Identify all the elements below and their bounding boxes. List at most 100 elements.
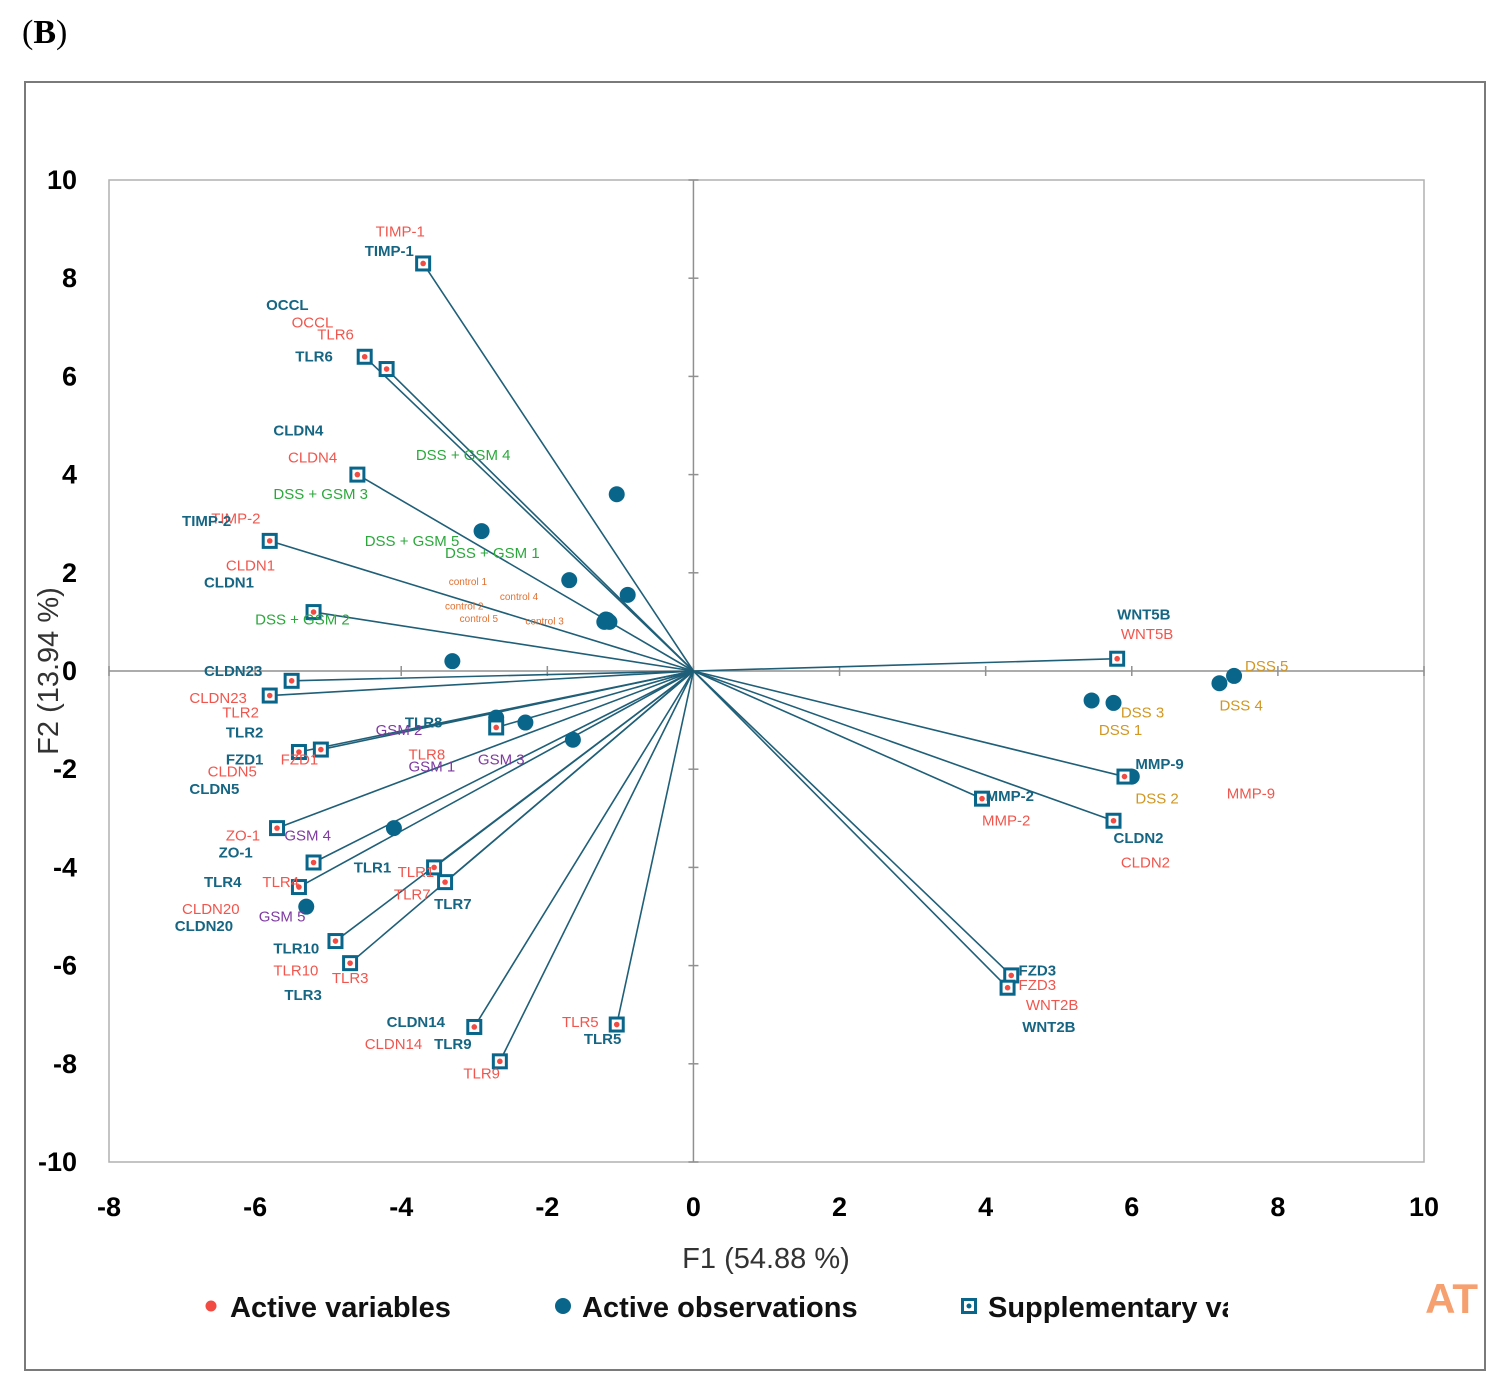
- x-tick-label: 4: [978, 1192, 993, 1222]
- x-tick-label: -2: [535, 1192, 559, 1222]
- point-label-fzd3: FZD3: [1019, 962, 1057, 979]
- point-label-tlr8: TLR8: [405, 714, 443, 731]
- point-label-control-1: control 1: [449, 577, 488, 588]
- point-label-control-2: control 2: [445, 602, 484, 613]
- point-label-cldn5: CLDN5: [208, 764, 257, 781]
- point-label-cldn20: CLDN20: [182, 901, 240, 918]
- observation-gsm-1: [517, 714, 534, 731]
- point-label-timp-2: TIMP-2: [211, 511, 260, 528]
- observation-dss-gsm-1: [619, 586, 636, 603]
- active-marker-tlr7: [442, 879, 448, 885]
- variables-layer: [261, 255, 1133, 1070]
- vector-cldn14: [473, 670, 695, 1028]
- point-label-cldn23: CLDN23: [189, 690, 247, 707]
- point-label-cldn23: CLDN23: [204, 663, 262, 680]
- point-label-control-3: control 3: [525, 616, 564, 627]
- point-label-dss-2: DSS 2: [1135, 791, 1178, 808]
- point-label-tlr10: TLR10: [273, 962, 318, 979]
- observation-dss-5: [1226, 667, 1243, 684]
- vector-zo-1: [276, 670, 694, 829]
- point-label-occl: OCCL: [266, 297, 309, 314]
- point-label-dss-1: DSS 1: [1099, 722, 1142, 739]
- point-label-timp-2: TIMP-2: [182, 513, 231, 530]
- active-marker-wnt2b: [1004, 984, 1011, 991]
- y-tick-label: 8: [62, 263, 77, 293]
- point-label-dss-5: DSS 5: [1245, 658, 1288, 675]
- observation-dss-1: [1105, 694, 1122, 711]
- point-label-tlr5: TLR5: [562, 1014, 599, 1031]
- vector-cldn4: [356, 473, 694, 672]
- point-label-occl: OCCL: [292, 314, 334, 331]
- vector-tlr2: [269, 670, 694, 697]
- outer-frame: [24, 81, 1486, 1371]
- vector-wnt5b: [693, 657, 1118, 672]
- point-label-cldn5: CLDN5: [189, 781, 239, 798]
- vector-cldn20: [313, 670, 694, 864]
- active-marker-tlr2: [266, 692, 273, 699]
- observation-dss-gsm-5: [561, 572, 578, 589]
- point-label-tlr1: TLR1: [354, 859, 392, 876]
- y-tick-label: 0: [62, 656, 77, 686]
- x-tick-label: 10: [1409, 1192, 1439, 1222]
- vector-tlr3: [349, 670, 694, 964]
- vector-timp-2: [269, 540, 694, 672]
- active-marker-cldn1: [310, 609, 317, 615]
- y-tick-label: -8: [53, 1049, 77, 1079]
- active-marker-cldn5: [296, 749, 302, 755]
- x-tick-label: -8: [97, 1192, 121, 1222]
- observations-layer: [298, 486, 1243, 915]
- panel-letter: B: [33, 14, 57, 51]
- point-label-gsm-5: GSM 5: [259, 908, 306, 925]
- point-label-wnt2b: WNT2B: [1022, 1019, 1075, 1036]
- point-label-tlr7: TLR7: [394, 886, 431, 903]
- legend-marker-active-observations: [555, 1298, 571, 1314]
- point-label-mmp-2: MMP-2: [986, 788, 1034, 805]
- point-label-cldn1: CLDN1: [226, 557, 275, 574]
- vector-cldn2: [693, 670, 1114, 822]
- legend-marker-active-variables: [205, 1300, 217, 1312]
- vector-wnt2b: [692, 670, 1009, 989]
- observation-dss-gsm-3: [473, 523, 490, 540]
- active-marker-tlr6: [361, 353, 368, 360]
- point-label-tlr3: TLR3: [284, 987, 322, 1004]
- point-label-tlr5: TLR5: [584, 1031, 622, 1048]
- legend-marker-center: [966, 1303, 972, 1309]
- active-marker-cldn14: [471, 1024, 478, 1030]
- point-label-gsm-1: GSM 1: [409, 759, 456, 776]
- point-label-mmp-9: MMP-9: [1227, 786, 1275, 803]
- active-marker-fzd3: [1008, 972, 1015, 979]
- active-marker-tlr10: [332, 938, 339, 944]
- vector-cldn1: [313, 611, 694, 672]
- y-tick-label: 2: [62, 558, 77, 588]
- panel-label: (B): [22, 14, 68, 51]
- point-label-mmp-2: MMP-2: [982, 813, 1030, 830]
- point-label-tlr4: TLR4: [262, 874, 299, 891]
- point-label-fzd1: FZD1: [226, 751, 264, 768]
- point-label-dss-gsm-4: DSS + GSM 4: [416, 447, 511, 464]
- point-label-dss-3: DSS 3: [1121, 705, 1164, 722]
- active-marker-zo-1: [274, 825, 280, 831]
- active-marker-tlr8: [493, 724, 499, 731]
- point-label-gsm-4: GSM 4: [284, 827, 331, 844]
- vectors-layer: [269, 263, 1125, 1062]
- active-marker-occl: [383, 366, 390, 372]
- point-label-fzd1: FZD1: [281, 751, 319, 768]
- active-marker-fzd1: [318, 746, 324, 753]
- x-tick-label: 2: [832, 1192, 847, 1222]
- point-label-cldn4: CLDN4: [273, 422, 324, 439]
- point-label-wnt5b: WNT5B: [1117, 606, 1170, 623]
- point-label-tlr2: TLR2: [222, 705, 259, 722]
- x-tick-label: 6: [1124, 1192, 1139, 1222]
- point-label-tlr6: TLR6: [295, 349, 333, 366]
- vector-tlr5: [615, 670, 695, 1025]
- vector-fzd3: [692, 670, 1012, 976]
- y-tick-label: 10: [47, 165, 77, 195]
- observation-dss-gsm-2: [444, 653, 461, 670]
- point-label-dss-gsm-5: DSS + GSM 5: [365, 533, 460, 550]
- point-label-tlr9: TLR9: [463, 1066, 500, 1083]
- vector-timp-1: [422, 263, 695, 672]
- point-label-cldn2: CLDN2: [1114, 830, 1164, 847]
- active-marker-cldn23: [288, 678, 295, 684]
